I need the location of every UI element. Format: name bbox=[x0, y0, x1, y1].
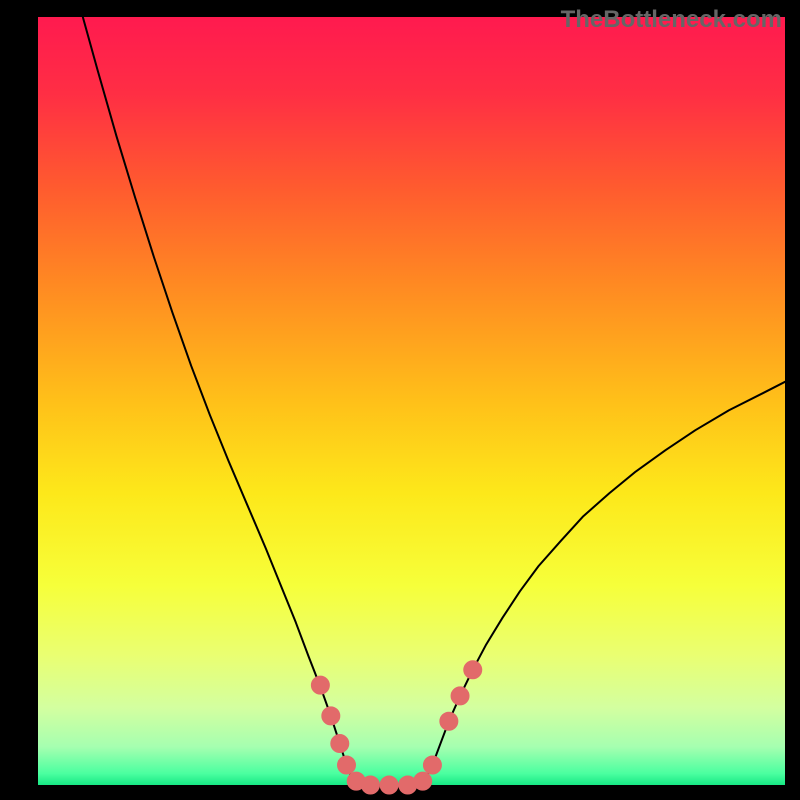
curve-marker bbox=[361, 776, 379, 794]
curve-marker bbox=[464, 661, 482, 679]
curve-marker bbox=[423, 756, 441, 774]
chart-svg-layer bbox=[38, 17, 785, 785]
marker-group bbox=[311, 661, 481, 794]
curve-marker bbox=[331, 735, 349, 753]
curve-marker bbox=[311, 676, 329, 694]
watermark-text: TheBottleneck.com bbox=[561, 6, 782, 34]
curve-marker bbox=[451, 687, 469, 705]
curve-marker bbox=[440, 712, 458, 730]
curve-marker bbox=[338, 756, 356, 774]
chart-plot-area bbox=[38, 17, 785, 785]
bottleneck-curve bbox=[83, 17, 785, 785]
chart-canvas: TheBottleneck.com bbox=[0, 0, 800, 800]
curve-marker bbox=[414, 772, 432, 790]
curve-marker bbox=[322, 707, 340, 725]
curve-marker bbox=[380, 776, 398, 794]
